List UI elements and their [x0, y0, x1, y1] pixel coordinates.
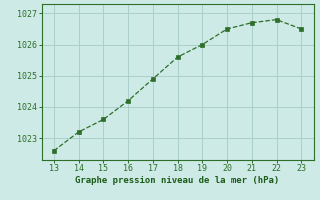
- X-axis label: Graphe pression niveau de la mer (hPa): Graphe pression niveau de la mer (hPa): [76, 176, 280, 185]
